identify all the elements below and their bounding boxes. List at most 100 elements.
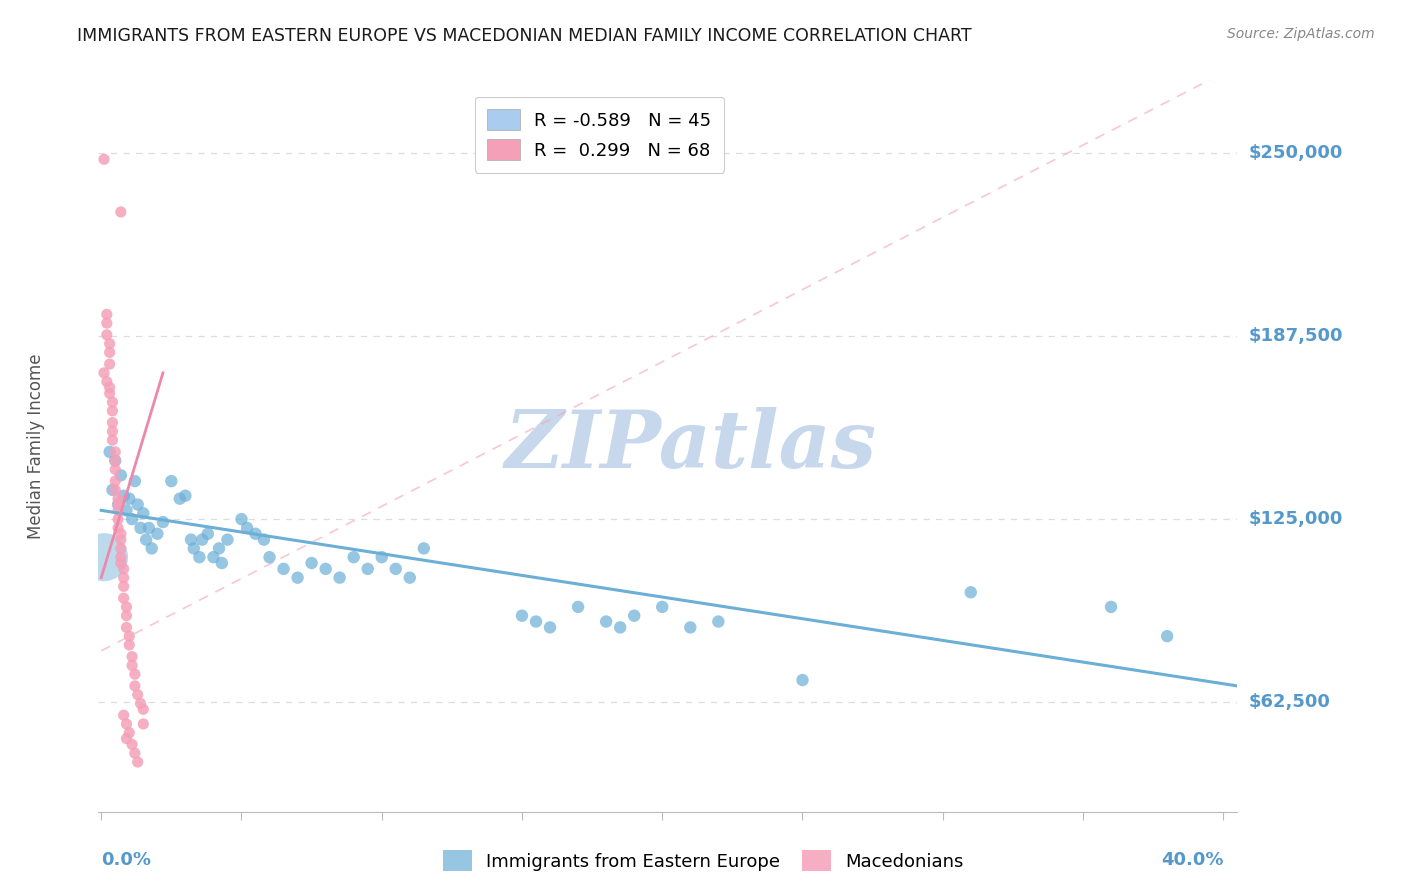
Point [101,404,124,418]
Text: $250,000: $250,000 [1249,145,1343,162]
Point [245,526,267,541]
Point [112,562,135,576]
Point [174,489,197,503]
Point [98,380,121,394]
Point [115,503,138,517]
Point [101,425,124,439]
Point [115,620,138,634]
Point [118,491,141,506]
Point [104,462,127,476]
Point [236,521,259,535]
Point [132,702,155,716]
Point [118,629,141,643]
Point [609,620,631,634]
Point [110,468,132,483]
Point [412,541,434,556]
Point [101,395,124,409]
Point [124,679,146,693]
Point [371,550,394,565]
Point [679,620,702,634]
Point [169,491,191,506]
Point [112,579,135,593]
Point [110,526,132,541]
Point [231,512,253,526]
Legend: Immigrants from Eastern Europe, Macedonians: Immigrants from Eastern Europe, Macedoni… [436,843,970,879]
Point [127,498,149,512]
Point [110,205,132,219]
Point [107,498,129,512]
Text: $125,000: $125,000 [1249,510,1343,528]
Point [98,336,121,351]
Point [138,521,160,535]
Point [104,474,127,488]
Point [110,556,132,570]
Point [107,521,129,535]
Point [127,755,149,769]
Point [127,688,149,702]
Point [112,571,135,585]
Point [329,571,352,585]
Point [98,386,121,401]
Text: Source: ZipAtlas.com: Source: ZipAtlas.com [1227,27,1375,41]
Point [93,153,115,167]
Point [651,599,673,614]
Point [112,708,135,723]
Point [101,416,124,430]
Point [792,673,814,687]
Point [104,453,127,467]
Point [115,608,138,623]
Point [1156,629,1178,643]
Point [93,366,115,380]
Point [110,550,132,565]
Point [510,608,533,623]
Point [315,562,337,576]
Point [96,307,118,321]
Point [104,453,127,467]
Point [273,562,295,576]
Point [121,738,143,752]
Point [115,717,138,731]
Point [115,731,138,746]
Point [110,541,132,556]
Point [104,483,127,497]
Point [567,599,589,614]
Point [118,725,141,739]
Point [115,599,138,614]
Point [124,667,146,681]
Point [98,345,121,359]
Point [357,562,380,576]
Point [301,556,323,570]
Point [595,615,617,629]
Point [384,562,406,576]
Point [121,512,143,526]
Legend: R = -0.589   N = 45, R =  0.299   N = 68: R = -0.589 N = 45, R = 0.299 N = 68 [475,96,724,173]
Point [107,491,129,506]
Point [96,316,118,330]
Point [524,615,547,629]
Point [211,556,233,570]
Point [110,533,132,547]
Point [98,357,121,371]
Point [101,483,124,497]
Point [191,533,214,547]
Point [121,658,143,673]
Point [118,638,141,652]
Point [124,746,146,760]
Point [538,620,561,634]
Point [217,533,239,547]
Point [398,571,420,585]
Point [132,717,155,731]
Point [188,550,211,565]
Text: Median Family Income: Median Family Income [27,353,45,539]
Point [121,649,143,664]
Point [96,375,118,389]
Point [104,445,127,459]
Text: 40.0%: 40.0% [1161,851,1223,869]
Point [183,541,205,556]
Point [107,503,129,517]
Point [124,474,146,488]
Text: 0.0%: 0.0% [101,851,152,869]
Text: IMMIGRANTS FROM EASTERN EUROPE VS MACEDONIAN MEDIAN FAMILY INCOME CORRELATION CH: IMMIGRANTS FROM EASTERN EUROPE VS MACEDO… [77,27,972,45]
Point [107,512,129,526]
Point [259,550,281,565]
